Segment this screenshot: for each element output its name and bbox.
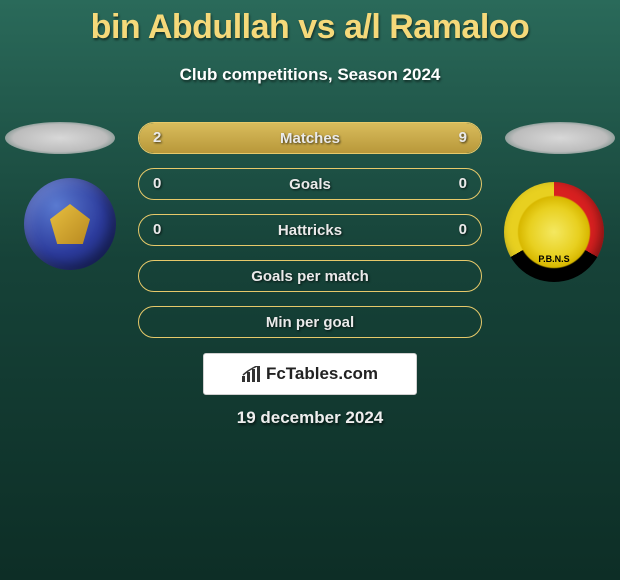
stat-value-right: 0: [459, 221, 467, 238]
player-shadow-left: [5, 122, 115, 154]
club-badge-left: [24, 178, 116, 270]
stat-row-goals: 0 Goals 0: [138, 168, 482, 200]
brand-attribution[interactable]: FcTables.com: [203, 353, 417, 395]
stat-fill-left: [139, 123, 201, 153]
stat-label: Matches: [280, 130, 340, 147]
player-shadow-right: [505, 122, 615, 154]
stat-row-hattricks: 0 Hattricks 0: [138, 214, 482, 246]
chart-icon: [242, 366, 262, 382]
stat-value-left: 0: [153, 175, 161, 192]
stat-value-right: 9: [459, 129, 467, 146]
stats-container: 2 Matches 9 0 Goals 0 0 Hattricks 0 Goal…: [138, 122, 482, 352]
stat-row-matches: 2 Matches 9: [138, 122, 482, 154]
comparison-date: 19 december 2024: [0, 408, 620, 428]
stat-label: Hattricks: [278, 222, 342, 239]
stat-label: Goals: [289, 176, 331, 193]
stat-value-left: 2: [153, 129, 161, 146]
comparison-subtitle: Club competitions, Season 2024: [0, 65, 620, 85]
stat-value-right: 0: [459, 175, 467, 192]
stat-value-left: 0: [153, 221, 161, 238]
stat-row-min-per-goal: Min per goal: [138, 306, 482, 338]
stat-fill-right: [201, 123, 481, 153]
stat-row-goals-per-match: Goals per match: [138, 260, 482, 292]
stat-label: Goals per match: [251, 268, 369, 285]
comparison-title: bin Abdullah vs a/l Ramaloo: [0, 0, 620, 47]
club-badge-right: [504, 182, 604, 282]
stat-label: Min per goal: [266, 314, 354, 331]
brand-text: FcTables.com: [266, 364, 378, 384]
